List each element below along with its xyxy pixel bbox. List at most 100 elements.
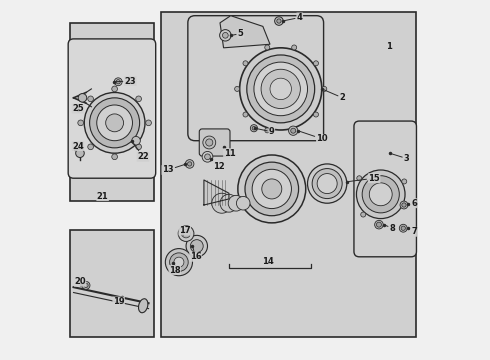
Circle shape: [112, 86, 118, 92]
Circle shape: [136, 144, 142, 150]
Text: 5: 5: [233, 29, 244, 38]
Circle shape: [75, 149, 84, 157]
Text: 14: 14: [262, 257, 274, 266]
Circle shape: [402, 203, 406, 207]
Circle shape: [369, 183, 392, 206]
FancyBboxPatch shape: [199, 129, 230, 156]
Text: 20: 20: [74, 277, 86, 286]
Circle shape: [247, 55, 315, 123]
Circle shape: [220, 194, 238, 212]
FancyBboxPatch shape: [161, 12, 416, 337]
Circle shape: [228, 195, 244, 211]
Text: 10: 10: [299, 131, 328, 143]
Circle shape: [178, 226, 194, 242]
Circle shape: [275, 17, 283, 25]
Circle shape: [84, 93, 145, 153]
FancyBboxPatch shape: [354, 121, 416, 257]
Circle shape: [97, 105, 132, 141]
Circle shape: [222, 32, 228, 38]
Text: 15: 15: [348, 174, 380, 183]
Circle shape: [376, 222, 381, 227]
Circle shape: [206, 139, 213, 146]
Circle shape: [205, 154, 210, 159]
Circle shape: [375, 220, 383, 229]
Circle shape: [188, 162, 192, 166]
FancyBboxPatch shape: [70, 230, 154, 337]
Circle shape: [170, 253, 188, 271]
Circle shape: [190, 240, 203, 252]
Circle shape: [78, 94, 87, 102]
Circle shape: [212, 193, 232, 213]
Circle shape: [252, 126, 256, 130]
Text: 21: 21: [97, 192, 108, 201]
Circle shape: [402, 179, 407, 184]
Circle shape: [114, 78, 122, 86]
Circle shape: [357, 176, 362, 181]
Circle shape: [308, 164, 347, 203]
Circle shape: [203, 136, 216, 149]
Circle shape: [245, 162, 298, 216]
Circle shape: [243, 61, 248, 66]
Circle shape: [106, 114, 123, 132]
Circle shape: [252, 169, 292, 208]
Circle shape: [362, 176, 399, 213]
Circle shape: [88, 96, 94, 102]
Text: 17: 17: [179, 226, 191, 235]
Circle shape: [314, 112, 318, 117]
Circle shape: [265, 128, 270, 133]
Circle shape: [132, 136, 140, 145]
Text: 2: 2: [323, 89, 345, 102]
Circle shape: [82, 282, 90, 289]
Circle shape: [277, 19, 281, 23]
Circle shape: [116, 80, 121, 84]
Text: 18: 18: [169, 263, 180, 275]
Text: 7: 7: [409, 227, 417, 236]
Text: 12: 12: [212, 160, 224, 171]
Circle shape: [220, 30, 231, 41]
Text: 8: 8: [385, 224, 395, 233]
Circle shape: [78, 120, 83, 126]
Text: 9: 9: [256, 127, 275, 136]
Circle shape: [356, 170, 405, 219]
Circle shape: [322, 86, 327, 91]
FancyBboxPatch shape: [70, 23, 154, 202]
Text: 23: 23: [116, 77, 136, 86]
Circle shape: [250, 125, 258, 132]
Text: 22: 22: [133, 142, 149, 161]
Circle shape: [312, 168, 342, 199]
Text: 4: 4: [284, 13, 303, 22]
Circle shape: [235, 86, 240, 91]
Text: 13: 13: [162, 165, 184, 175]
Circle shape: [243, 112, 248, 117]
Text: 25: 25: [72, 104, 84, 113]
Text: 1: 1: [386, 41, 392, 50]
Circle shape: [202, 152, 213, 162]
Circle shape: [401, 226, 405, 230]
Circle shape: [90, 98, 140, 148]
Text: 16: 16: [190, 247, 201, 261]
Text: 24: 24: [72, 141, 84, 150]
Circle shape: [88, 144, 94, 150]
Text: 19: 19: [113, 297, 124, 306]
Text: 11: 11: [223, 147, 235, 158]
Circle shape: [289, 126, 298, 135]
Circle shape: [292, 128, 296, 133]
Circle shape: [84, 283, 88, 288]
Circle shape: [262, 179, 282, 199]
Circle shape: [237, 197, 250, 210]
Circle shape: [136, 96, 142, 102]
Text: 6: 6: [408, 199, 417, 208]
Polygon shape: [220, 16, 270, 48]
Circle shape: [238, 155, 306, 223]
Circle shape: [112, 154, 118, 159]
Circle shape: [292, 45, 296, 50]
Circle shape: [182, 229, 190, 238]
FancyBboxPatch shape: [68, 39, 156, 178]
Circle shape: [291, 128, 296, 133]
Ellipse shape: [139, 299, 148, 313]
Circle shape: [265, 45, 270, 50]
Polygon shape: [204, 180, 229, 205]
Circle shape: [146, 120, 151, 126]
FancyBboxPatch shape: [188, 16, 323, 141]
Circle shape: [186, 235, 207, 257]
